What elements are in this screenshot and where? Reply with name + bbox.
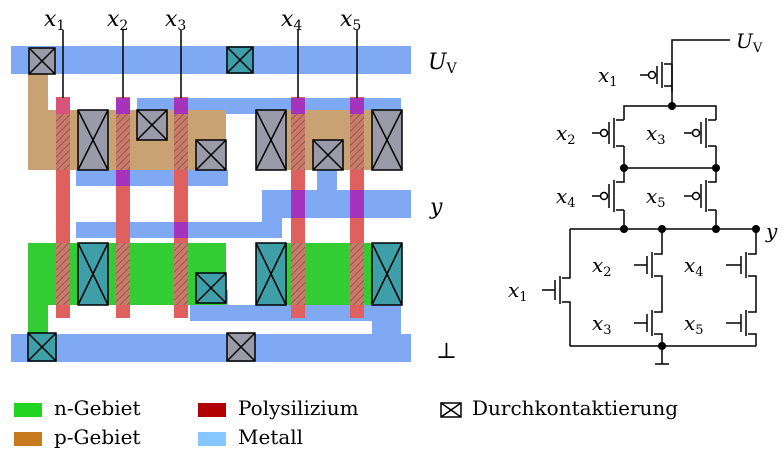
via-icon [226, 332, 256, 362]
metal-n-bottom-v2 [372, 305, 401, 335]
input-label-x5: x5 [340, 7, 361, 34]
nmos-x4 [726, 229, 757, 313]
layout: x1 x2 x3 x4 x5 UV y ⊥ [11, 7, 458, 364]
pmos-x2 [592, 118, 624, 148]
via-icon [255, 242, 287, 306]
schem-p-x2: x2 [556, 121, 576, 148]
legend-label: Metall [238, 425, 304, 449]
legend-durchkontaktierung: Durchkontaktierung [440, 396, 678, 420]
schem-n-x4: x4 [684, 253, 704, 280]
input-label-x3: x3 [165, 7, 186, 34]
schem-p-x3: x3 [646, 121, 666, 148]
swatch-polysilizium [198, 402, 226, 417]
schem-n-x1: x1 [508, 278, 528, 305]
swatch-p-gebiet [14, 431, 42, 446]
via-icon [371, 242, 403, 306]
via-icon [195, 139, 227, 171]
nmos-x1 [542, 229, 571, 346]
supply-label: UV [428, 50, 458, 77]
legend-label: Polysilizium [238, 396, 359, 420]
swatch-n-gebiet [14, 402, 42, 417]
swatch-metall [198, 431, 226, 446]
via-icon [312, 139, 344, 171]
vias [27, 46, 403, 362]
legend-polysilizium: Polysilizium [198, 396, 359, 420]
via-icon [226, 46, 254, 74]
gate-leads [62, 30, 358, 98]
pmos-x5 [684, 168, 717, 212]
schem-n-x3: x3 [592, 311, 612, 338]
schem-n-x2: x2 [592, 253, 612, 280]
legend-metall: Metall [198, 425, 303, 449]
via-icon [440, 401, 462, 418]
schem-output-label: y [765, 219, 778, 243]
nmos-x2 [634, 229, 663, 313]
via-icon [136, 109, 168, 141]
legend-n-gebiet: n-Gebiet [14, 396, 141, 420]
input-label-x1: x1 [44, 7, 65, 34]
via-icon [255, 109, 287, 171]
via-icon [27, 332, 57, 362]
legend-p-gebiet: p-Gebiet [14, 425, 140, 449]
metal-p-bottom [76, 170, 228, 186]
schem-p-x1: x1 [598, 63, 618, 90]
schematic [542, 39, 760, 365]
via-icon [77, 242, 109, 306]
schem-p-x5: x5 [646, 184, 666, 211]
via-icon [371, 109, 403, 171]
pmos-x1 [640, 62, 672, 88]
pmos-x3 [684, 118, 716, 148]
output-label: y [429, 195, 443, 220]
metal-vdd-rail [11, 46, 411, 74]
schematic-labels: UV y x1 x2 x3 x4 x5 x1 x2 x3 x4 x5 [508, 29, 778, 338]
pmos-x4 [592, 168, 625, 212]
schem-supply-label: UV [736, 29, 763, 56]
junction-dots [620, 102, 760, 350]
schem-p-x4: x4 [556, 184, 576, 211]
legend-label: p-Gebiet [54, 425, 141, 449]
legend-label: n-Gebiet [54, 396, 141, 420]
ground-label: ⊥ [436, 339, 457, 364]
layout-labels: x1 x2 x3 x4 x5 UV y ⊥ [44, 7, 458, 364]
input-label-x2: x2 [107, 7, 128, 34]
poly-layer [56, 97, 364, 318]
legend-label: Durchkontaktierung [472, 396, 679, 420]
nmos-x5 [726, 310, 757, 346]
schem-n-x5: x5 [684, 311, 704, 338]
input-label-x4: x4 [281, 7, 302, 34]
via-icon [77, 109, 109, 171]
metal-gnd-rail [11, 334, 411, 362]
via-icon [28, 47, 56, 75]
via-icon [195, 272, 227, 304]
nmos-x3 [634, 310, 663, 346]
